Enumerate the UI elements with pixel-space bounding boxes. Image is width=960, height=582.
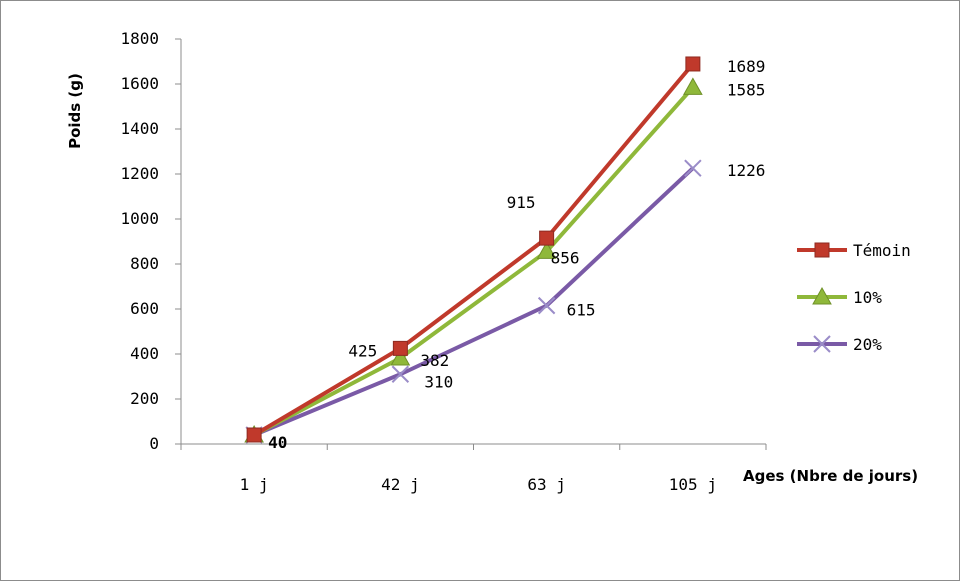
data-label: 425 (348, 341, 377, 360)
data-label: 1585 (727, 80, 766, 99)
x-marker-stroke (684, 159, 702, 177)
data-label: 310 (424, 372, 453, 391)
data-labels: 425 915 1689 382 856 1585 40 310 615 1226 (268, 57, 765, 452)
legend-label: Témoin (853, 241, 911, 260)
x-axis-title: Ages (Nbre de jours) (743, 467, 918, 485)
series-line (253, 166, 695, 437)
x-marker-stroke (537, 296, 556, 315)
legend-item: 10% (797, 286, 882, 307)
y-tick-label: 1600 (120, 74, 159, 93)
data-point (246, 427, 262, 443)
x-marker-stroke (391, 365, 410, 383)
data-point (684, 159, 702, 177)
axes: 0 200 400 600 800 1000 1200 1400 1600 1800 1 j 42 j… (120, 29, 767, 494)
data-point (537, 296, 556, 315)
x-marker-stroke (813, 335, 831, 353)
data-point (539, 230, 555, 246)
data-label: 615 (567, 301, 596, 320)
x-tick-label: 63 j (527, 475, 566, 494)
data-label: 40 (268, 433, 287, 452)
data-point (683, 77, 703, 95)
data-label: 915 (507, 193, 536, 212)
data-label: 1689 (727, 57, 766, 76)
x-tick-label: 42 j (381, 475, 420, 494)
legend: Témoin 10% 20% (797, 241, 911, 354)
y-tick-label: 1400 (120, 119, 159, 138)
legend-label: 10% (853, 288, 882, 307)
legend-label: 20% (853, 335, 882, 354)
series-layer (244, 56, 703, 444)
data-point (392, 340, 408, 356)
data-point (536, 241, 557, 259)
y-axis-title: Poids (g) (66, 73, 84, 149)
data-label: 1226 (727, 161, 766, 180)
y-tick-label: 800 (130, 254, 159, 273)
legend-swatch-marker (814, 242, 830, 258)
data-point (391, 365, 410, 383)
series-line (253, 86, 695, 437)
y-tick-label: 1000 (120, 209, 159, 228)
data-point (390, 348, 411, 366)
y-tick-label: 0 (149, 434, 159, 453)
series-tmoin (246, 56, 701, 443)
y-tick-label: 1800 (120, 29, 159, 48)
y-tick-label: 1200 (120, 164, 159, 183)
legend-item: 20% (797, 335, 882, 354)
legend-item: Témoin (797, 241, 911, 260)
legend-swatch-marker (813, 335, 831, 353)
x-tick-label: 105 j (669, 475, 717, 494)
y-tick-label: 600 (130, 299, 159, 318)
data-point (685, 56, 701, 72)
y-tick-label: 400 (130, 344, 159, 363)
y-tick-label: 200 (130, 389, 159, 408)
series-line (253, 62, 695, 437)
data-label: 856 (551, 248, 580, 267)
x-tick-label: 1 j (240, 475, 269, 494)
legend-swatch-marker (812, 286, 832, 305)
data-label: 382 (420, 351, 449, 370)
